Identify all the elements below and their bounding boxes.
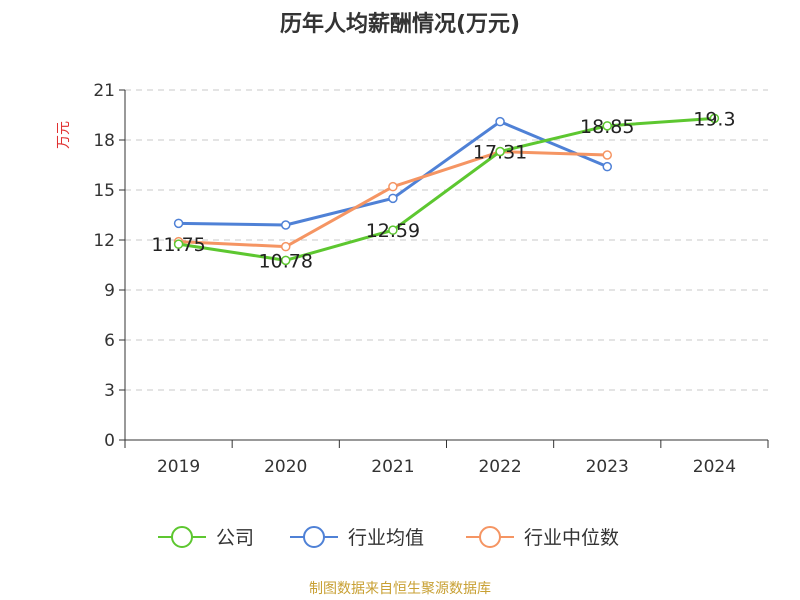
- data-point: [495, 146, 505, 157]
- x-tick-label: 2022: [478, 457, 521, 477]
- data-point: [173, 239, 184, 249]
- y-tick-label: 3: [104, 381, 115, 401]
- legend-item[interactable]: 行业均值: [290, 526, 424, 549]
- data-point: [709, 113, 720, 124]
- legend: 公司 行业均值 行业中位数: [158, 526, 619, 549]
- legend-swatch-marker: [479, 526, 501, 548]
- data-label-layer: 11.75 10.78 12.59 17.31 18.85 19.3: [151, 108, 735, 272]
- legend-label: 行业中位数: [524, 527, 619, 549]
- legend-swatch-marker: [171, 526, 193, 548]
- series-line: [178, 120, 608, 227]
- data-point: [281, 255, 291, 266]
- series-line: [178, 116, 715, 262]
- data-point: [495, 116, 505, 127]
- chart-title: 历年人均薪酬情况(万元): [279, 12, 521, 37]
- data-point: [388, 193, 398, 204]
- source-note: 制图数据来自恒生聚源数据库: [309, 581, 491, 597]
- legend-label: 行业均值: [348, 527, 424, 549]
- data-point: [602, 161, 612, 172]
- x-tick-label: 2020: [264, 457, 307, 477]
- y-tick-label: 12: [93, 231, 115, 251]
- data-label: 19.3: [693, 108, 735, 130]
- data-label: 12.59: [366, 220, 420, 242]
- y-axis-label: 万元: [56, 121, 72, 149]
- data-point: [602, 150, 612, 160]
- x-tick-label: 2021: [371, 457, 414, 477]
- series-layer: [173, 113, 720, 266]
- data-label: 11.75: [151, 234, 205, 256]
- x-tick-label: 2024: [693, 457, 736, 477]
- data-point: [281, 220, 291, 230]
- data-label: 10.78: [259, 250, 313, 272]
- y-tick-label: 18: [93, 131, 115, 151]
- x-tick-label: 2019: [157, 457, 200, 477]
- data-point: [388, 181, 398, 192]
- legend-swatch-marker: [303, 526, 325, 548]
- y-tick-label: 15: [93, 181, 115, 201]
- data-label: 17.31: [473, 142, 527, 164]
- y-tick-label: 9: [104, 281, 115, 301]
- legend-item[interactable]: 行业中位数: [466, 526, 619, 549]
- legend-label: 公司: [216, 527, 254, 549]
- data-point: [173, 218, 184, 229]
- y-tick-label: 6: [104, 331, 115, 351]
- data-point: [388, 225, 398, 235]
- y-tick-label: 21: [93, 81, 115, 101]
- data-point: [281, 241, 291, 252]
- grid-layer: [125, 89, 768, 391]
- legend-item[interactable]: 公司: [158, 526, 254, 549]
- data-point: [602, 121, 612, 131]
- x-tick-label: 2023: [586, 457, 629, 477]
- data-label: 18.85: [580, 116, 634, 138]
- y-tick-label: 0: [104, 431, 115, 451]
- axis-layer: 0 3 6 9 12 15 18 21 2019 2020 2021 2022 2023 2024 万元: [56, 81, 769, 477]
